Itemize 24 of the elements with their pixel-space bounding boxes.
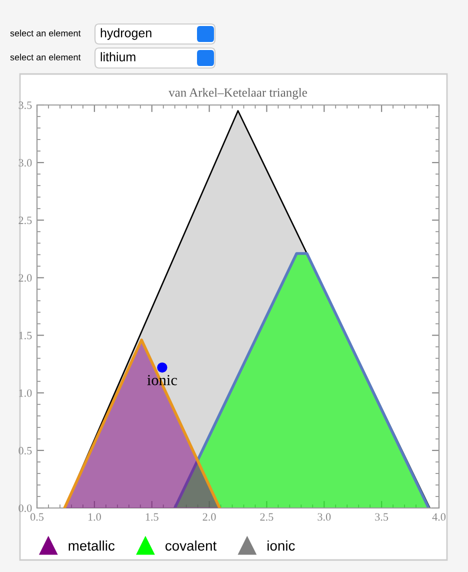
y-tick-label: 0.0 (18, 504, 32, 512)
x-tick-label: 3.0 (318, 513, 331, 521)
legend-label: metallic (68, 540, 115, 551)
y-tick-label: 0.5 (18, 446, 32, 454)
y-tick-label: 3.0 (18, 159, 32, 167)
text: select an element (10, 30, 81, 36)
x-tick-label: 1.0 (88, 513, 101, 521)
x-tick-label: 1.5 (146, 513, 158, 521)
text: hydrogen (100, 28, 152, 40)
legend-label: covalent (166, 540, 217, 551)
y-tick-label: 1.5 (19, 332, 32, 340)
y-tick-label: 2.0 (18, 274, 32, 282)
y-tick-label: 2.5 (18, 216, 32, 224)
chart-title: van Arkel–Ketelaar triangle (168, 88, 307, 100)
x-tick-label: 4.0 (432, 513, 446, 521)
x-tick-label: 3.5 (375, 513, 388, 521)
x-tick-label: 0.5 (30, 513, 44, 521)
x-tick-label: 2.0 (202, 513, 216, 521)
y-tick-label: 1.0 (19, 389, 32, 397)
text: select an element (10, 54, 81, 60)
text: lithium (100, 52, 136, 62)
y-tick-label: 3.5 (18, 101, 32, 110)
x-tick-label: 2.5 (260, 513, 274, 521)
legend-label: ionic (268, 540, 295, 551)
